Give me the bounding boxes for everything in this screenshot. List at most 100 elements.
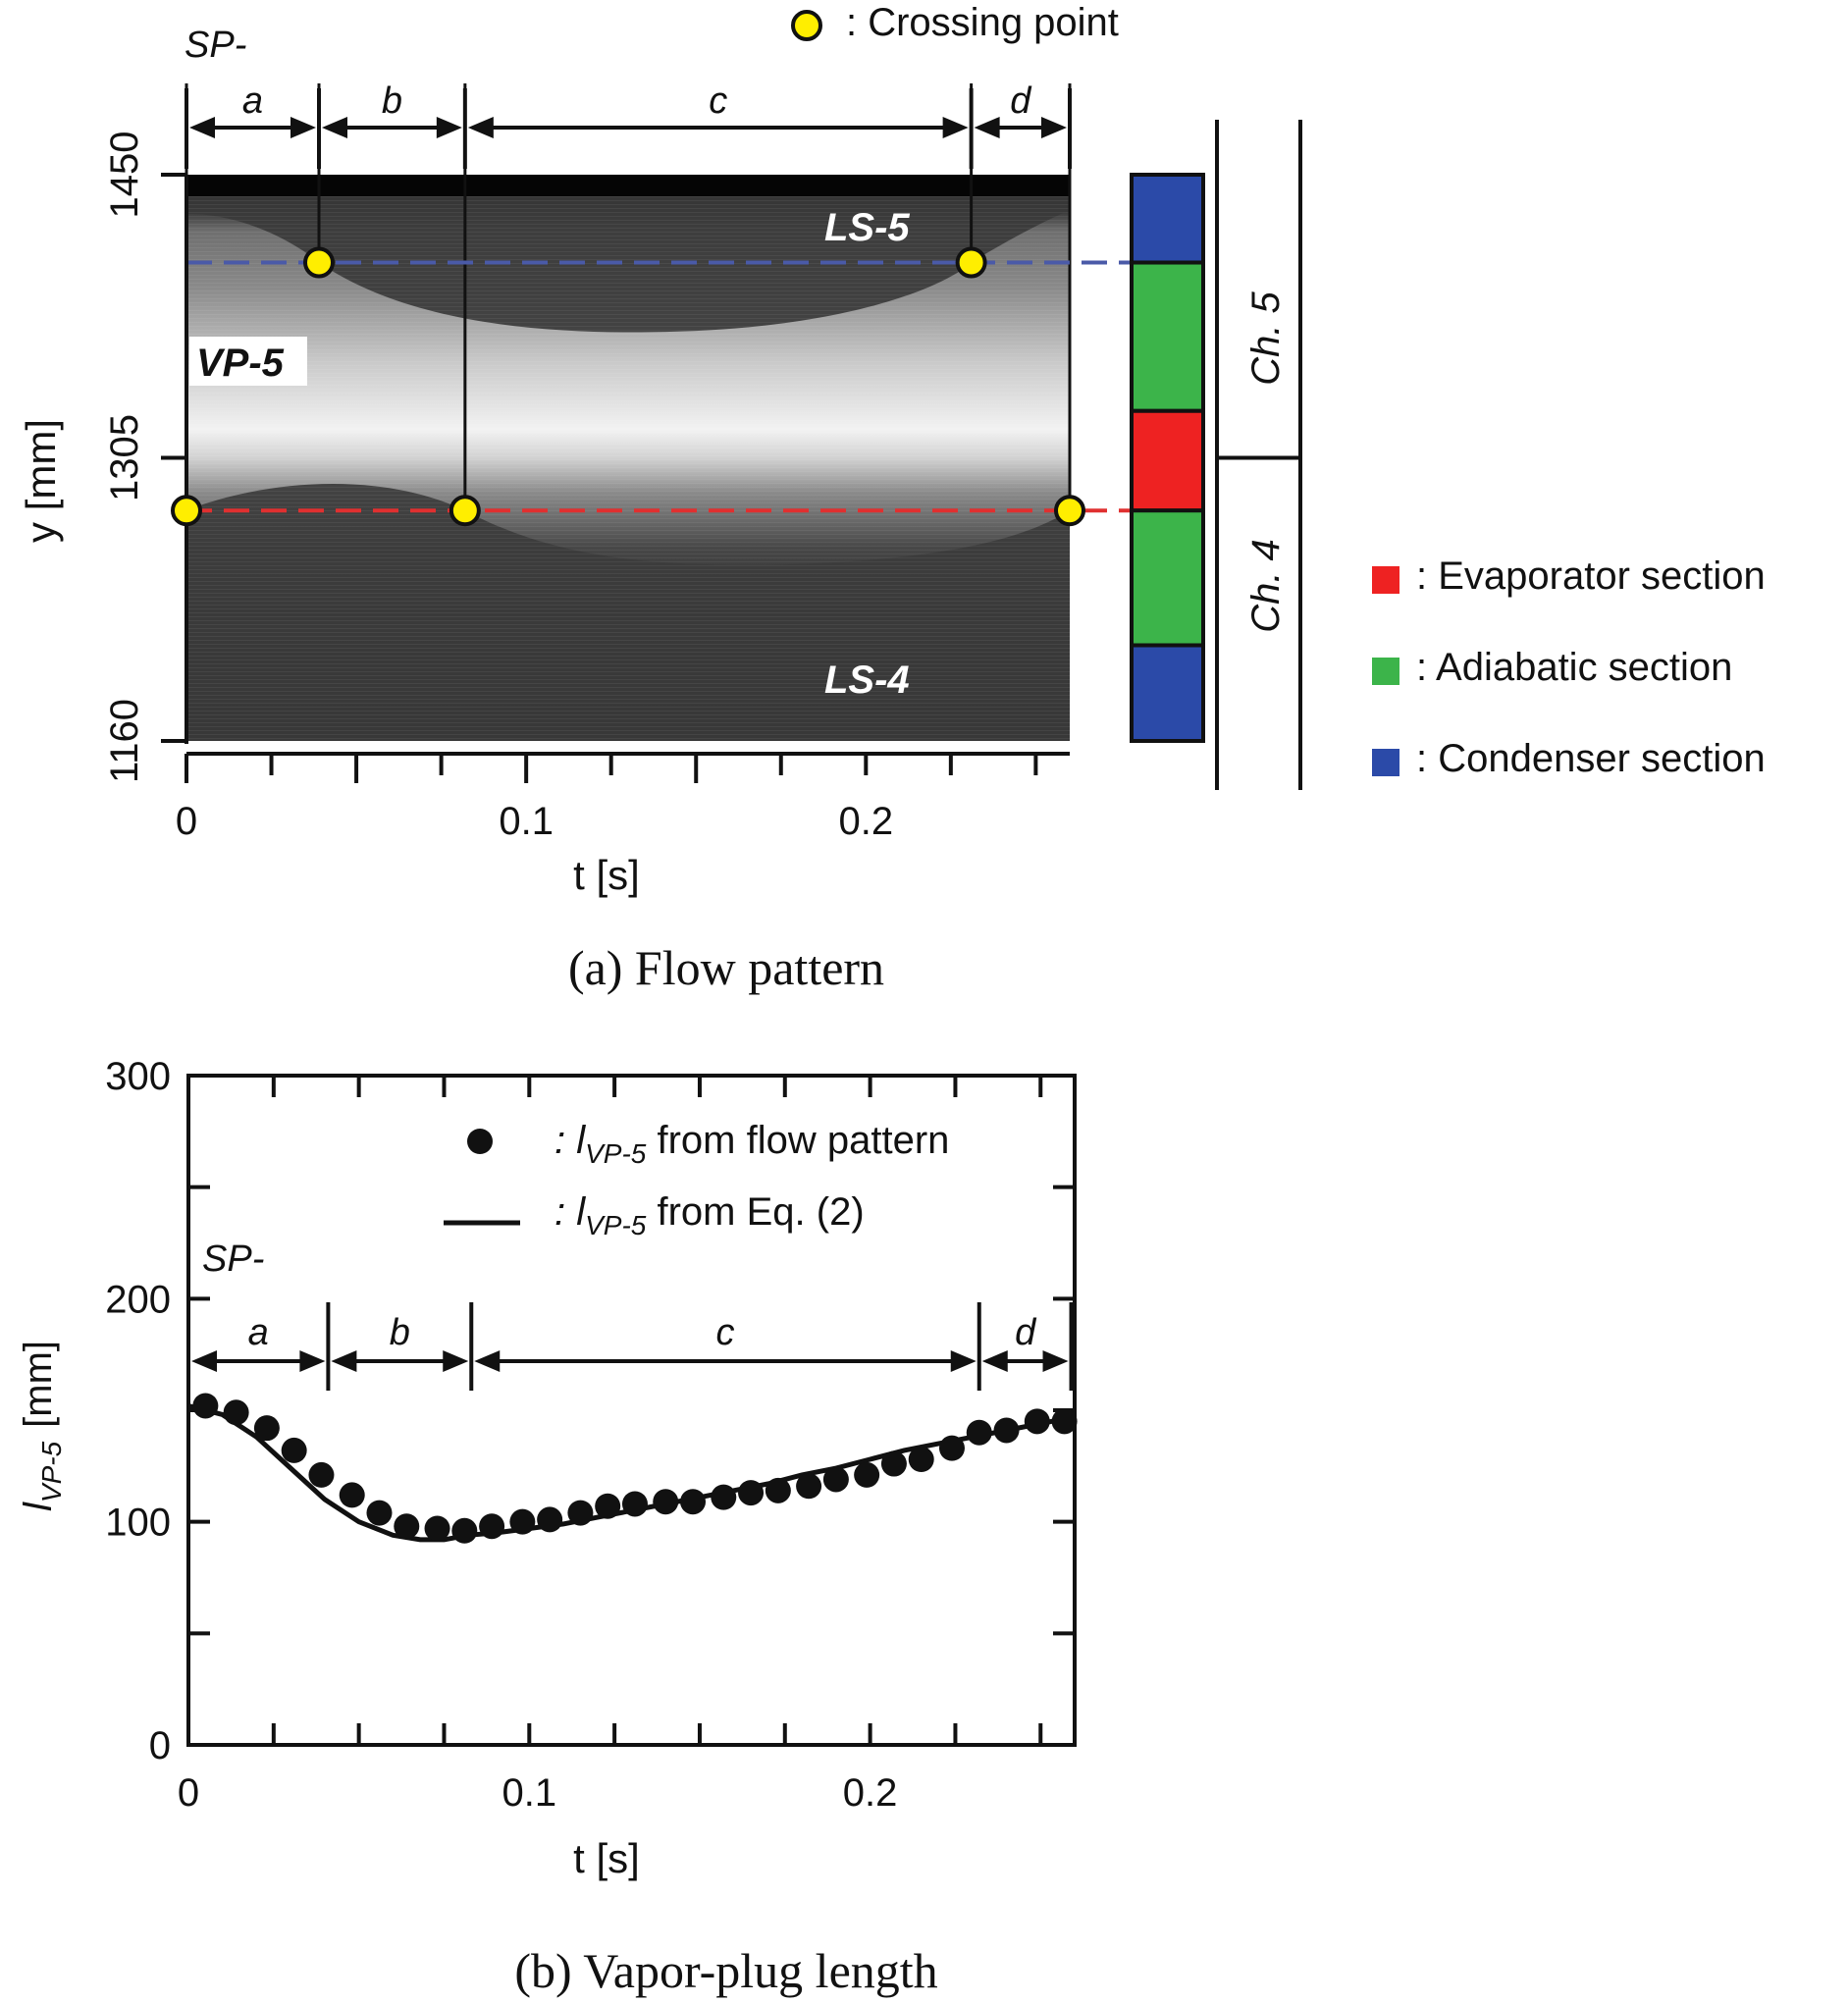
- interval-arrow-head: [981, 1350, 1008, 1372]
- crossing-point-legend-marker: [791, 10, 822, 41]
- interval-label: a: [248, 1312, 269, 1353]
- flow-pattern-point: [537, 1506, 563, 1533]
- flow-pattern-point: [621, 1491, 648, 1517]
- interval-arrow-head: [189, 117, 215, 138]
- vp-5-label-box: [189, 337, 307, 386]
- evaporator-legend-swatch: [1372, 566, 1399, 594]
- flow-pattern-point: [424, 1515, 450, 1542]
- flow-pattern-point: [253, 1415, 280, 1442]
- section-evaporator: [1130, 408, 1205, 513]
- flow-pattern-point: [680, 1489, 707, 1515]
- panel-a-interval-arrows: a b c d: [185, 80, 1072, 169]
- panel-b: 0 100 200 300 0 0.1 0.2 a b c d SP- : lVP-5 from …: [17, 1055, 1078, 1998]
- interval-arrow-head: [290, 117, 316, 138]
- flow-pattern-series: [192, 1393, 1078, 1544]
- crossing-point: [955, 246, 987, 279]
- flow-pattern-point: [308, 1461, 335, 1488]
- flow-pattern-point: [366, 1500, 393, 1526]
- panel-a-y-tick-label: 1160: [103, 699, 146, 783]
- flow-pattern-point: [1024, 1408, 1050, 1435]
- flow-pattern-point: [966, 1419, 992, 1446]
- flow-pattern-texture: [186, 175, 1070, 741]
- legend-points-label: : lVP-5 from flow pattern: [554, 1119, 949, 1169]
- interval-label: b: [382, 80, 402, 122]
- flow-pattern-point: [281, 1437, 307, 1463]
- panel-b-x-tick-label: 0.1: [502, 1771, 557, 1815]
- panel-b-x-tick-label: 0.2: [843, 1771, 898, 1815]
- adiabatic-legend-label: : Adiabatic section: [1416, 646, 1732, 689]
- crossing-point: [1054, 495, 1085, 527]
- condenser-legend-label: : Condenser section: [1416, 737, 1766, 780]
- flow-pattern-point: [711, 1484, 737, 1510]
- section-condenser: [1130, 173, 1205, 265]
- flow-pattern-point: [822, 1466, 849, 1493]
- interval-arrow-head: [299, 1350, 326, 1372]
- panel-b-y-tick-label: 100: [105, 1502, 171, 1545]
- vp-5-label: VP-5: [196, 342, 285, 385]
- panel-a: 1160 1305 1450 0 0.1 0.2 a b c d SP- : Crossing …: [103, 1, 1766, 995]
- crossing-point: [449, 495, 481, 527]
- section-legend: : Evaporator section : Adiabatic section…: [1372, 554, 1766, 780]
- flow-pattern-point: [880, 1450, 907, 1477]
- channel-5-label: Ch. 5: [1244, 290, 1288, 385]
- adiabatic-legend-swatch: [1372, 658, 1399, 685]
- interval-arrow-head: [1041, 117, 1067, 138]
- panel-a-x-tick-label: 0.1: [499, 800, 554, 843]
- interval-arrow-head: [1042, 1350, 1069, 1372]
- flow-pattern-point: [908, 1447, 934, 1473]
- panel-b-legend: : lVP-5 from flow pattern : lVP-5 from E…: [444, 1119, 949, 1240]
- panel-b-y-tick-label: 0: [149, 1724, 171, 1767]
- section-column: [1130, 173, 1205, 743]
- flow-pattern-point: [339, 1482, 365, 1508]
- flow-pattern-point: [796, 1473, 822, 1500]
- panel-a-sp-label: SP-: [185, 25, 246, 66]
- interval-label: c: [716, 1312, 735, 1353]
- flow-pattern-point: [1051, 1408, 1078, 1435]
- flow-pattern-point: [451, 1517, 478, 1544]
- flow-pattern-point: [765, 1477, 791, 1503]
- interval-arrow-head: [942, 117, 969, 138]
- reference-level-lines: [186, 260, 1202, 513]
- crossing-points: [171, 246, 1085, 527]
- panel-a-caption: (a) Flow pattern: [568, 940, 884, 995]
- panel-a-y-tick-label: 1305: [103, 414, 146, 501]
- flow-pattern-point: [509, 1508, 536, 1535]
- interval-arrow-head: [974, 117, 1000, 138]
- flow-pattern-point: [738, 1480, 765, 1506]
- interval-arrow-head: [467, 117, 494, 138]
- interval-arrow-head: [950, 1350, 977, 1372]
- flow-pattern-point: [653, 1489, 679, 1515]
- ls-5-label: LS-5: [824, 206, 910, 249]
- flow-pattern-point: [394, 1513, 420, 1540]
- crossing-point: [303, 246, 335, 279]
- flow-pattern-point: [479, 1513, 505, 1540]
- flow-pattern-point: [192, 1393, 219, 1419]
- panel-b-caption: (b) Vapor-plug length: [514, 1943, 937, 1998]
- ls-4-label: LS-4: [824, 659, 910, 702]
- interval-label: b: [390, 1312, 410, 1353]
- interval-label: c: [709, 80, 727, 122]
- section-adiabatic: [1130, 508, 1205, 648]
- panel-b-y-tick-label: 300: [105, 1055, 171, 1098]
- interval-label: d: [1015, 1312, 1037, 1353]
- interval-arrow-head: [436, 117, 462, 138]
- legend-line-label: : lVP-5 from Eq. (2): [554, 1190, 865, 1240]
- panel-a-x-tick-label: 0.2: [839, 800, 894, 843]
- crossing-point: [171, 495, 202, 527]
- flow-pattern-point: [993, 1417, 1020, 1444]
- interval-arrow-head: [191, 1350, 217, 1372]
- interval-label: a: [242, 80, 263, 122]
- crossing-point-legend-label: : Crossing point: [846, 1, 1119, 44]
- condenser-legend-swatch: [1372, 749, 1399, 776]
- flow-pattern-point: [854, 1461, 880, 1488]
- panel-a-x-tick-label: 0: [176, 800, 197, 843]
- panel-b-x-tick-label: 0: [178, 1771, 199, 1815]
- interval-arrow-head: [443, 1350, 469, 1372]
- interval-arrow-head: [474, 1350, 501, 1372]
- interval-arrow-head: [331, 1350, 357, 1372]
- panel-a-y-axis-label: y [mm]: [18, 419, 64, 543]
- evaporator-legend-label: : Evaporator section: [1416, 554, 1766, 598]
- section-condenser: [1130, 643, 1205, 743]
- flow-pattern-top-band: [186, 175, 1070, 196]
